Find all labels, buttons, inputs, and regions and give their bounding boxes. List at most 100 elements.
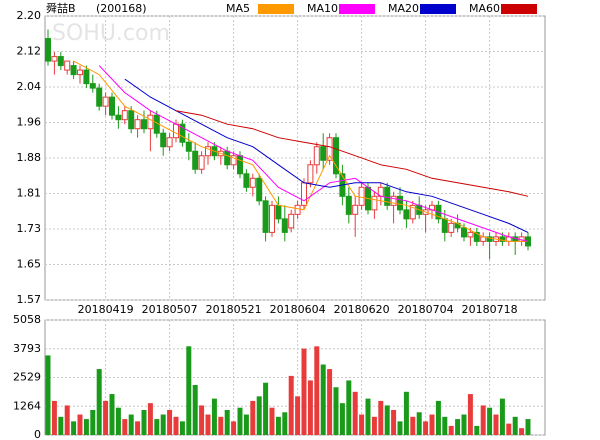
y-tick-label: 1.96 — [17, 116, 42, 129]
candle-body — [121, 110, 128, 121]
y-tick-label: 1.73 — [17, 222, 42, 235]
candle-body — [384, 186, 391, 206]
volume-bar — [295, 396, 301, 435]
volume-bar — [512, 416, 518, 435]
volume-bar — [141, 409, 147, 435]
candle-body — [89, 83, 96, 89]
candle-body — [313, 146, 320, 166]
y-tick-label: 2.12 — [17, 45, 42, 58]
candle-body — [102, 96, 109, 107]
volume-bar — [410, 416, 416, 435]
volume-bar — [173, 416, 179, 435]
volume-bar — [179, 421, 185, 435]
volume-bar — [77, 414, 83, 435]
candle-body — [288, 213, 295, 229]
candle-body — [192, 150, 199, 170]
volume-bar — [269, 407, 275, 435]
legend-swatch — [420, 4, 456, 14]
candle-body — [326, 137, 333, 161]
volume-bar — [352, 391, 358, 435]
volume-bar — [96, 369, 102, 435]
volume-bar — [71, 421, 77, 435]
volume-bar — [192, 384, 198, 435]
volume-bar — [467, 394, 473, 435]
volume-bar — [333, 387, 339, 435]
candle-body — [301, 182, 307, 206]
volume-bar — [327, 369, 333, 435]
candle-body — [307, 164, 314, 184]
volume-bar — [154, 419, 160, 435]
watermark: SOHU.com — [52, 21, 170, 46]
volume-tick-label: 0 — [34, 428, 41, 440]
volume-bar — [487, 407, 493, 435]
x-tick-label: 20180521 — [206, 303, 262, 316]
y-tick-label: 1.88 — [17, 151, 42, 164]
volume-bar — [339, 403, 345, 435]
candle-body — [45, 38, 51, 62]
candle-body — [243, 173, 250, 188]
candle-body — [486, 236, 493, 242]
candle-body — [333, 137, 339, 175]
candle-body — [185, 141, 192, 152]
candle-body — [57, 56, 64, 67]
volume-bar — [115, 407, 121, 435]
volume-bar — [320, 364, 326, 435]
candle-body — [345, 195, 352, 215]
volume-bar — [346, 380, 352, 435]
x-tick-label: 20180620 — [334, 303, 390, 316]
legend-swatch — [501, 4, 537, 14]
volume-bar — [275, 416, 281, 435]
candle-body — [70, 65, 77, 76]
volume-tick-label: 5058 — [13, 313, 41, 326]
volume-bar — [199, 405, 205, 435]
candle-body — [281, 218, 288, 233]
volume-bar — [282, 412, 288, 435]
volume-bar — [403, 391, 409, 435]
candle-body — [275, 204, 282, 220]
volume-bar — [256, 396, 262, 435]
candle-body — [160, 132, 167, 148]
volume-bar — [506, 423, 512, 435]
volume-bar — [58, 416, 64, 435]
candle-body — [441, 218, 448, 233]
volume-bar — [397, 421, 403, 435]
x-tick-label: 20180718 — [462, 303, 518, 316]
volume-bar — [224, 409, 230, 435]
volume-bar — [301, 348, 307, 435]
candle-body — [473, 231, 480, 242]
volume-bar — [461, 414, 467, 435]
volume-bar — [109, 394, 115, 435]
volume-bar — [103, 400, 109, 435]
candle-body — [371, 195, 378, 211]
y-tick-label: 1.81 — [17, 187, 42, 200]
volume-bar — [391, 409, 397, 435]
volume-bar — [455, 419, 461, 435]
volume-bar — [128, 414, 134, 435]
stock-code: (200168) — [96, 2, 147, 15]
candle-body — [205, 146, 211, 157]
candle-body — [358, 186, 365, 206]
x-tick-label: 20180704 — [398, 303, 454, 316]
y-tick-label: 1.65 — [17, 258, 42, 271]
volume-bar — [45, 355, 51, 435]
volume-bar — [218, 416, 224, 435]
candle-body — [224, 150, 231, 166]
candle-body — [64, 60, 71, 71]
ma-line — [124, 78, 529, 233]
volume-bar — [474, 425, 480, 435]
candle-body — [467, 231, 474, 238]
volume-bar — [307, 380, 313, 435]
candle-body — [499, 236, 506, 242]
y-tick-label: 1.57 — [17, 293, 42, 306]
volume-bar — [147, 403, 153, 435]
volume-bar — [122, 419, 128, 435]
x-tick-label: 20180604 — [270, 303, 326, 316]
candle-body — [166, 137, 173, 148]
volume-tick-label: 3793 — [13, 342, 41, 355]
candle-body — [83, 69, 90, 85]
candle-body — [409, 204, 416, 220]
x-tick-label: 20180507 — [142, 303, 198, 316]
candle-body — [51, 56, 58, 62]
volume-bar — [423, 421, 429, 435]
